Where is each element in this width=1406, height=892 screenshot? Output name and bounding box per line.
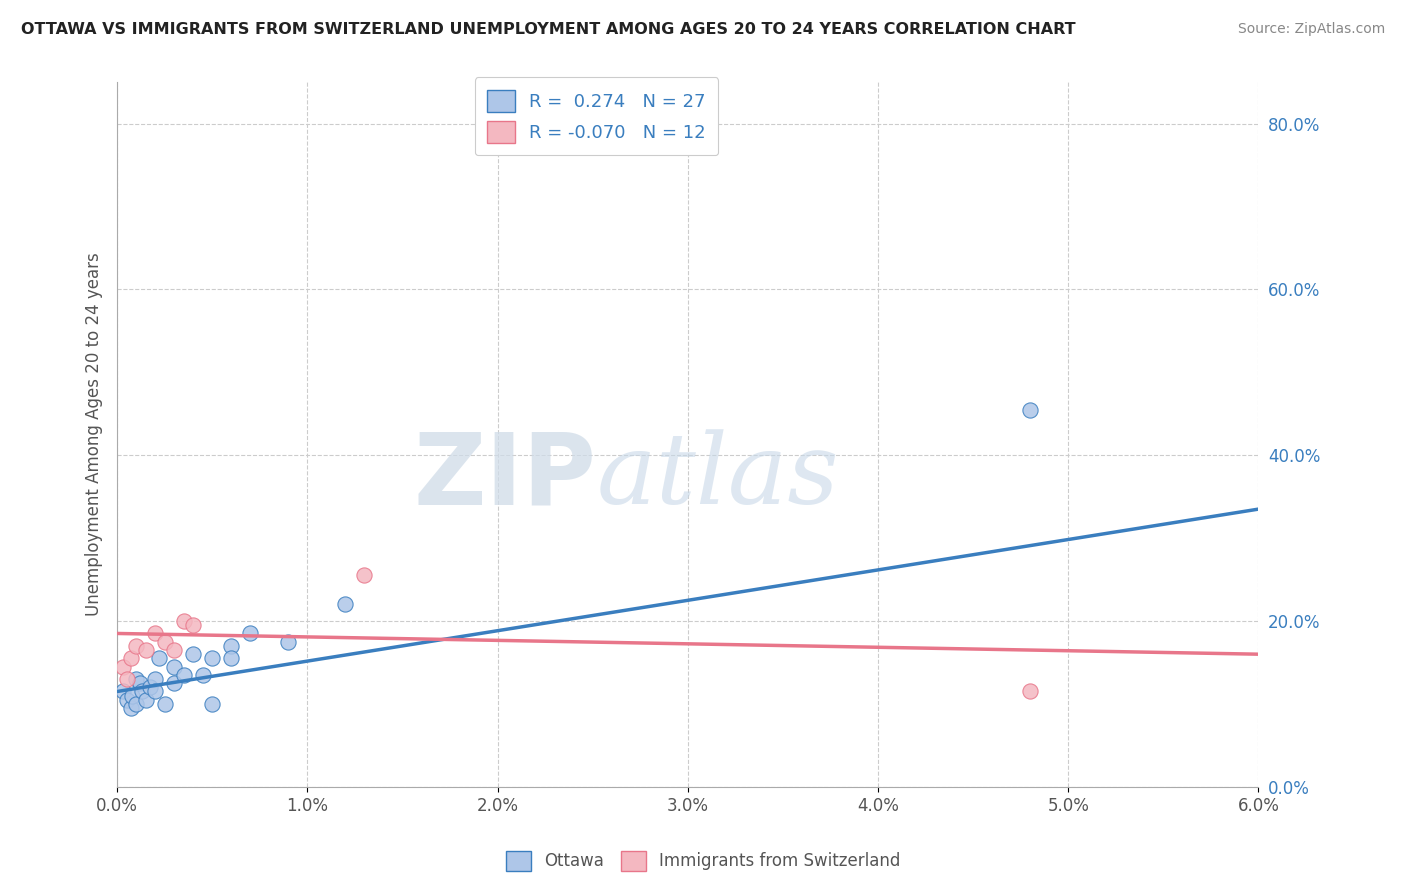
Point xyxy=(111,684,134,698)
Point xyxy=(111,659,134,673)
Point xyxy=(120,701,142,715)
Point xyxy=(239,626,262,640)
Point xyxy=(163,643,186,657)
Text: atlas: atlas xyxy=(596,429,839,524)
Point xyxy=(163,676,186,690)
Point xyxy=(153,634,176,648)
Point xyxy=(115,672,138,686)
Point xyxy=(131,684,153,698)
Point xyxy=(163,659,186,673)
Legend: Ottawa, Immigrants from Switzerland: Ottawa, Immigrants from Switzerland xyxy=(498,842,908,880)
Point xyxy=(135,693,157,707)
Point xyxy=(173,614,195,628)
Point xyxy=(143,684,166,698)
Point xyxy=(1019,402,1042,417)
Point xyxy=(1019,684,1042,698)
Point xyxy=(135,643,157,657)
Point xyxy=(221,651,243,665)
Point xyxy=(277,634,299,648)
Point xyxy=(125,639,148,653)
Point xyxy=(221,639,243,653)
Point xyxy=(181,647,204,661)
Legend: R =  0.274   N = 27, R = -0.070   N = 12: R = 0.274 N = 27, R = -0.070 N = 12 xyxy=(475,77,718,155)
Point xyxy=(125,672,148,686)
Point xyxy=(121,689,143,703)
Point xyxy=(201,697,224,711)
Text: OTTAWA VS IMMIGRANTS FROM SWITZERLAND UNEMPLOYMENT AMONG AGES 20 TO 24 YEARS COR: OTTAWA VS IMMIGRANTS FROM SWITZERLAND UN… xyxy=(21,22,1076,37)
Point xyxy=(148,651,170,665)
Point xyxy=(138,681,160,695)
Point xyxy=(191,668,214,682)
Point xyxy=(129,676,152,690)
Point xyxy=(335,598,357,612)
Point xyxy=(125,697,148,711)
Point xyxy=(143,672,166,686)
Point xyxy=(353,568,375,582)
Point xyxy=(153,697,176,711)
Point xyxy=(115,693,138,707)
Point xyxy=(173,668,195,682)
Point xyxy=(201,651,224,665)
Point xyxy=(181,618,204,632)
Point xyxy=(120,651,142,665)
Point xyxy=(143,626,166,640)
Text: ZIP: ZIP xyxy=(413,428,596,525)
Text: Source: ZipAtlas.com: Source: ZipAtlas.com xyxy=(1237,22,1385,37)
Y-axis label: Unemployment Among Ages 20 to 24 years: Unemployment Among Ages 20 to 24 years xyxy=(86,252,103,616)
